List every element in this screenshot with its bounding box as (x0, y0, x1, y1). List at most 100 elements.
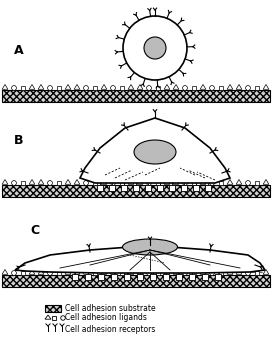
Bar (219, 85, 223, 90)
Bar (2, 185, 270, 197)
Bar (97, 185, 103, 191)
Bar (57, 85, 61, 90)
Circle shape (210, 181, 214, 185)
Bar (255, 85, 259, 90)
Circle shape (147, 271, 152, 275)
Polygon shape (101, 269, 107, 274)
Bar (193, 185, 199, 191)
Polygon shape (263, 180, 269, 184)
Bar (191, 85, 196, 90)
Bar (21, 181, 25, 185)
Bar (109, 185, 115, 191)
Bar (255, 181, 259, 185)
Bar (176, 274, 182, 280)
Circle shape (12, 271, 16, 275)
Polygon shape (128, 84, 134, 89)
Bar (202, 274, 208, 280)
Polygon shape (227, 180, 233, 184)
Text: Cell adhesion substrate: Cell adhesion substrate (65, 304, 156, 313)
Polygon shape (263, 269, 269, 274)
Polygon shape (173, 84, 179, 89)
Circle shape (246, 271, 251, 275)
Polygon shape (137, 269, 143, 274)
Bar (156, 85, 160, 90)
Circle shape (147, 181, 152, 185)
Polygon shape (164, 269, 170, 274)
Circle shape (111, 85, 115, 90)
Polygon shape (227, 269, 233, 274)
Bar (2, 275, 270, 287)
Circle shape (84, 181, 88, 185)
Circle shape (48, 181, 52, 185)
Polygon shape (200, 269, 206, 274)
Polygon shape (38, 84, 44, 89)
Ellipse shape (134, 140, 176, 164)
Polygon shape (263, 84, 269, 89)
Polygon shape (101, 84, 107, 89)
Circle shape (183, 271, 187, 275)
Text: C: C (30, 223, 39, 236)
Bar (85, 274, 91, 280)
Polygon shape (29, 269, 35, 274)
Polygon shape (236, 269, 242, 274)
Polygon shape (65, 84, 71, 89)
Polygon shape (128, 269, 134, 274)
Polygon shape (74, 180, 80, 184)
Circle shape (210, 271, 214, 275)
Circle shape (12, 85, 16, 90)
Bar (124, 274, 130, 280)
Bar (181, 185, 187, 191)
Text: Cell adhesion receptors: Cell adhesion receptors (65, 324, 155, 333)
Polygon shape (200, 180, 206, 184)
Polygon shape (29, 84, 35, 89)
Circle shape (210, 85, 214, 90)
Bar (120, 85, 124, 90)
Polygon shape (74, 84, 80, 89)
Circle shape (246, 181, 251, 185)
Bar (219, 181, 223, 185)
Bar (120, 271, 124, 275)
Bar (92, 85, 97, 90)
Polygon shape (80, 118, 230, 183)
Bar (189, 274, 195, 280)
Polygon shape (173, 180, 179, 184)
Polygon shape (65, 269, 71, 274)
Bar (156, 271, 160, 275)
Polygon shape (173, 269, 179, 274)
Text: A: A (14, 43, 24, 56)
Bar (21, 85, 25, 90)
Bar (111, 274, 117, 280)
Polygon shape (38, 180, 44, 184)
Polygon shape (200, 84, 206, 89)
Bar (150, 274, 156, 280)
Polygon shape (38, 269, 44, 274)
Circle shape (12, 181, 16, 185)
Circle shape (246, 85, 251, 90)
Bar (72, 274, 78, 280)
Bar (21, 271, 25, 275)
Bar (205, 185, 211, 191)
Polygon shape (236, 180, 242, 184)
Polygon shape (164, 84, 170, 89)
Bar (156, 181, 160, 185)
Circle shape (84, 271, 88, 275)
Bar (92, 271, 97, 275)
Polygon shape (2, 180, 8, 184)
Bar (169, 185, 175, 191)
Circle shape (61, 316, 65, 320)
Polygon shape (164, 180, 170, 184)
Bar (137, 274, 143, 280)
Circle shape (111, 271, 115, 275)
Polygon shape (15, 245, 265, 273)
Circle shape (111, 181, 115, 185)
Bar (2, 90, 270, 102)
Polygon shape (65, 180, 71, 184)
Bar (57, 181, 61, 185)
Polygon shape (74, 269, 80, 274)
Circle shape (123, 16, 187, 80)
Bar (133, 185, 139, 191)
Polygon shape (101, 180, 107, 184)
Polygon shape (137, 84, 143, 89)
Circle shape (147, 85, 152, 90)
Polygon shape (236, 84, 242, 89)
